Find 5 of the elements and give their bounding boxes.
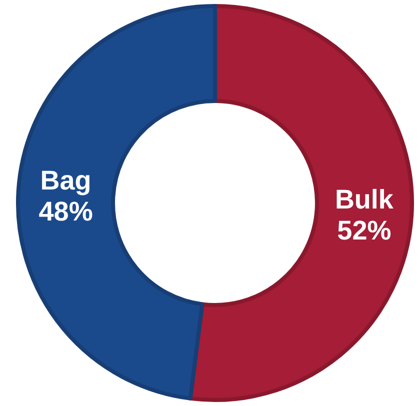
donut-slice (16, 4, 217, 400)
data-label: 52% (337, 215, 392, 246)
data-label: 48% (38, 196, 93, 227)
slice-label: Bag (40, 166, 92, 196)
slice-label: Bulk (334, 184, 394, 214)
